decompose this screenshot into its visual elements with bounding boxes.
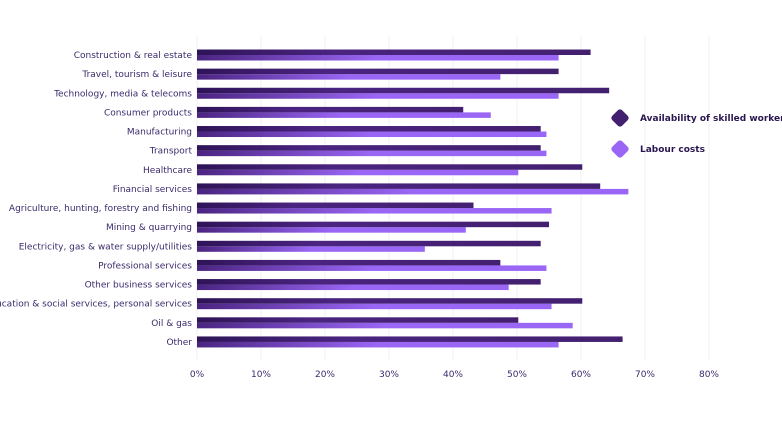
bar-labour-costs xyxy=(197,284,509,291)
legend-diamond-icon xyxy=(611,140,629,158)
category-label: Agriculture, hunting, forestry and fishi… xyxy=(9,204,192,214)
category-label: Oil & gas xyxy=(151,319,192,329)
category-label: Healthcare xyxy=(143,166,193,176)
bar-labour-costs xyxy=(197,246,425,252)
category-label: Financial services xyxy=(113,185,193,195)
bar-availability-skilled-workers xyxy=(197,106,464,113)
x-tick-label: 30% xyxy=(379,370,399,380)
bar-labour-costs xyxy=(197,188,629,195)
bar-labour-costs xyxy=(197,131,547,138)
category-label: Education & social services, personal se… xyxy=(0,300,192,310)
bar-availability-skilled-workers xyxy=(197,336,623,342)
bar-labour-costs xyxy=(197,74,501,80)
legend-diamond-icon xyxy=(611,109,629,127)
bar-availability-skilled-workers xyxy=(197,202,474,209)
bar-availability-skilled-workers xyxy=(197,259,501,266)
category-label: Professional services xyxy=(98,261,192,271)
category-label: Electricity, gas & water supply/utilitie… xyxy=(19,242,193,252)
category-label: Construction & real estate xyxy=(74,51,193,61)
x-tick-label: 50% xyxy=(507,370,527,380)
bar-labour-costs xyxy=(197,208,552,214)
category-label: Technology, media & telecoms xyxy=(53,89,192,99)
bar-availability-skilled-workers xyxy=(197,298,583,304)
x-tick-label: 10% xyxy=(251,370,271,380)
x-tick-label: 70% xyxy=(635,370,655,380)
legend-label: Labour costs xyxy=(640,145,705,155)
bar-labour-costs xyxy=(197,341,559,348)
bar-availability-skilled-workers xyxy=(197,317,519,323)
bar-labour-costs xyxy=(197,55,559,61)
category-label: Travel, tourism & leisure xyxy=(81,70,192,80)
bar-availability-skilled-workers xyxy=(197,221,549,228)
category-label: Transport xyxy=(149,147,193,157)
bar-labour-costs xyxy=(197,169,519,176)
category-label: Manufacturing xyxy=(127,128,192,138)
bar-labour-costs xyxy=(197,322,573,329)
x-tick-label: 40% xyxy=(443,370,463,380)
bar-labour-costs xyxy=(197,265,547,271)
bar-labour-costs xyxy=(197,93,559,99)
x-tick-label: 20% xyxy=(315,370,335,380)
x-tick-label: 60% xyxy=(571,370,591,380)
bar-availability-skilled-workers xyxy=(197,49,591,55)
bar-labour-costs xyxy=(197,150,547,157)
bar-labour-costs xyxy=(197,303,552,310)
category-label: Mining & quarrying xyxy=(106,223,192,233)
bar-availability-skilled-workers xyxy=(197,126,541,132)
category-label: Consumer products xyxy=(104,108,192,118)
x-tick-label: 80% xyxy=(699,370,719,380)
bar-availability-skilled-workers xyxy=(197,279,541,285)
bar-availability-skilled-workers xyxy=(197,240,541,247)
bar-availability-skilled-workers xyxy=(197,68,559,75)
x-tick-label: 0% xyxy=(190,370,205,380)
bar-availability-skilled-workers xyxy=(197,145,541,151)
bar-availability-skilled-workers xyxy=(197,183,601,189)
legend-label: Availability of skilled workers xyxy=(640,114,782,124)
bar-availability-skilled-workers xyxy=(197,164,583,170)
bar-labour-costs xyxy=(197,112,491,118)
category-label: Other business services xyxy=(85,281,193,291)
category-label: Other xyxy=(166,338,192,348)
bar-availability-skilled-workers xyxy=(197,87,610,94)
bar-labour-costs xyxy=(197,227,466,233)
